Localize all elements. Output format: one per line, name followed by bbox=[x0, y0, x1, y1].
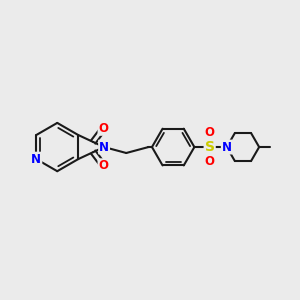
Text: S: S bbox=[205, 140, 215, 154]
Text: O: O bbox=[205, 155, 215, 168]
Text: N: N bbox=[31, 153, 41, 166]
Text: O: O bbox=[205, 126, 215, 139]
Text: O: O bbox=[98, 122, 109, 135]
Text: N: N bbox=[222, 141, 232, 154]
Text: N: N bbox=[99, 141, 109, 154]
Text: O: O bbox=[98, 159, 109, 172]
